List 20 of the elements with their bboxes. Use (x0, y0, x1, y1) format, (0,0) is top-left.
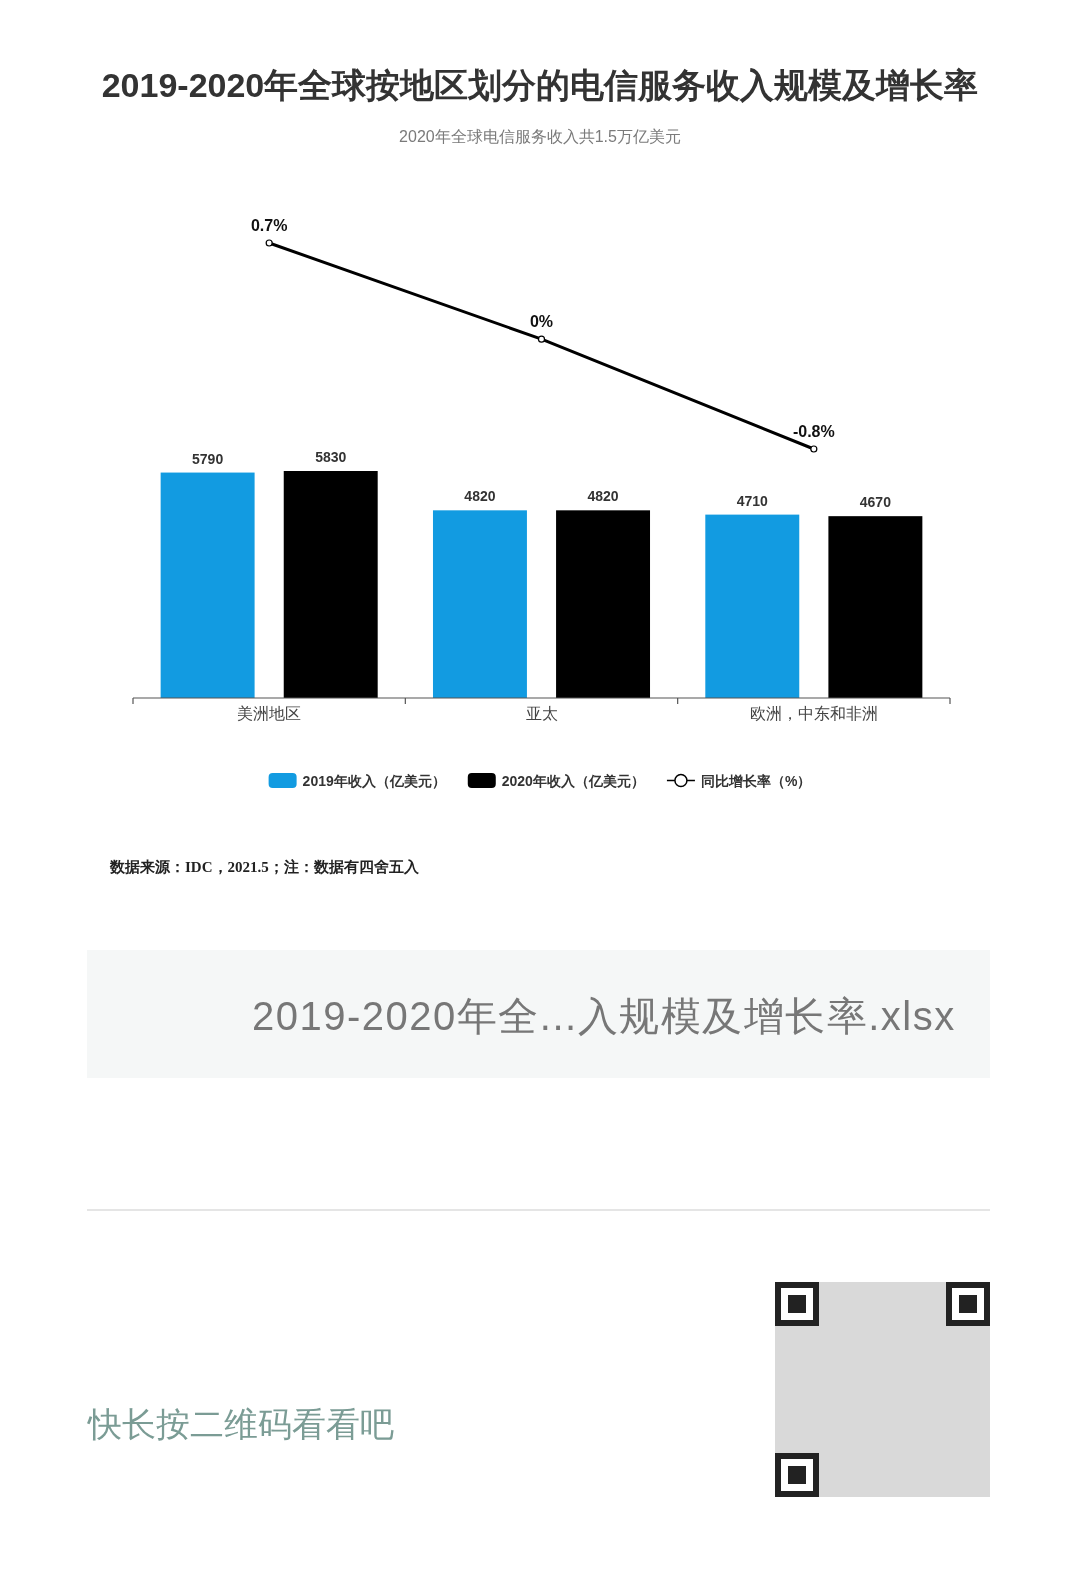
title: 2019-2020年全球按地区划分的电信服务收入规模及增长率 (101, 66, 979, 104)
data-label: 0% (529, 313, 554, 331)
subtitle: 2020年全球电信服务收入共1.5万亿美元 (399, 128, 681, 145)
data-label: 0.7% (250, 217, 288, 234)
legend-label: 同比增长率（%） (700, 773, 812, 789)
data-label: 5790 (192, 450, 224, 467)
legend-label: 2019年收入（亿美元） (302, 773, 446, 789)
x-tick-label: 欧洲，中东和非洲 (749, 705, 878, 722)
data-label: 5830 (315, 449, 347, 465)
data-label: 4820 (464, 488, 496, 505)
x-tick-label: 美洲地区 (237, 705, 302, 722)
file-card: 2019-2020年全...入规模及增长率.xlsx (87, 950, 990, 1078)
legend-label: 2020年收入（亿美元） (501, 773, 645, 789)
data-label: 4820 (587, 488, 619, 505)
x-tick-label: 亚太 (525, 705, 558, 722)
data-label: 4710 (736, 492, 768, 509)
caption: 快长按二维码看看吧 (88, 1405, 394, 1443)
source: 数据来源：IDC，2021.5；注：数据有四舍五入 (110, 859, 419, 875)
data-label: -0.8% (792, 423, 835, 440)
data-label: 4670 (859, 494, 891, 511)
